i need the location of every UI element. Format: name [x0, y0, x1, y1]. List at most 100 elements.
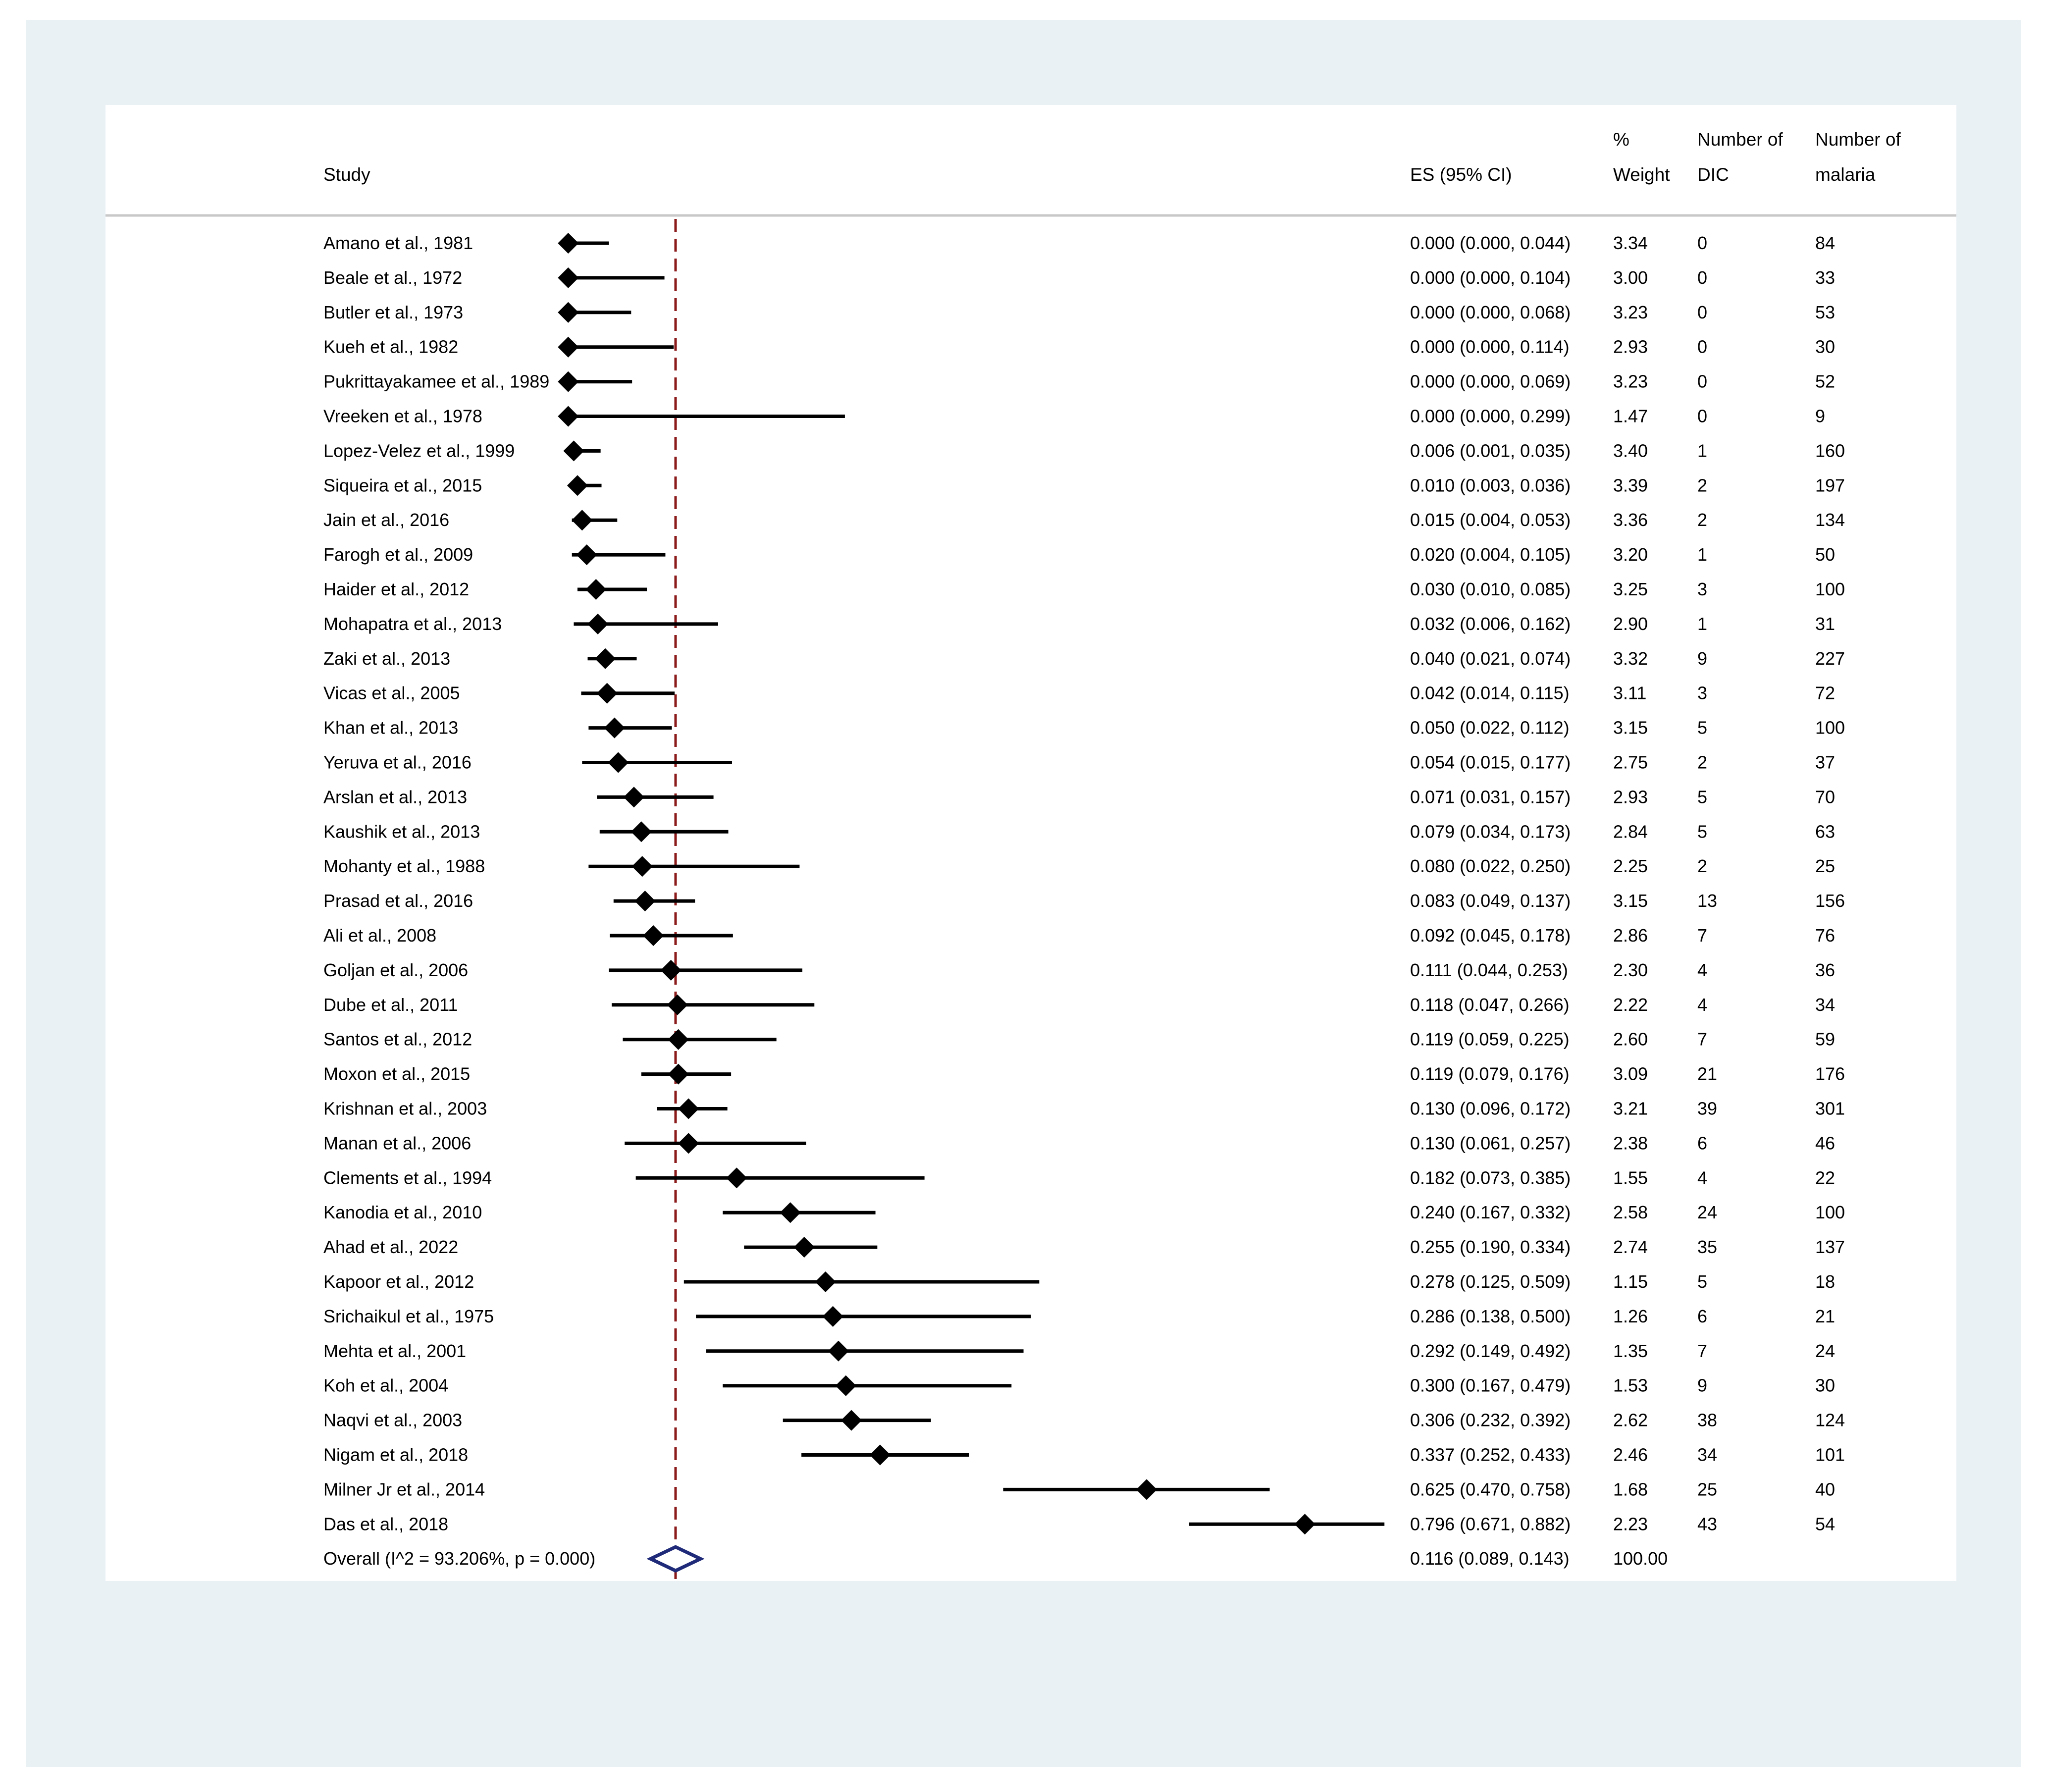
study-row: Koh et al., 2004 0.300 (0.167, 0.479) 1.53…	[323, 1375, 1835, 1396]
study-label: Beale et al., 1972	[323, 267, 462, 288]
effect-size-ci: 0.015 (0.004, 0.053)	[1410, 510, 1571, 530]
effect-size-ci: 0.255 (0.190, 0.334)	[1410, 1237, 1571, 1257]
weight-value: 2.25	[1613, 856, 1648, 876]
malaria-count: 76	[1815, 925, 1835, 946]
point-estimate-marker	[660, 959, 682, 981]
malaria-count: 160	[1815, 440, 1845, 461]
study-row: Vreeken et al., 1978 0.000 (0.000, 0.299)…	[323, 406, 1825, 427]
dic-count: 0	[1697, 337, 1707, 357]
study-label: Mohapatra et al., 2013	[323, 614, 502, 634]
weight-value: 3.23	[1613, 302, 1648, 322]
study-row: Khan et al., 2013 0.050 (0.022, 0.112) 3.1…	[323, 717, 1845, 738]
overall-effect-size: 0.116 (0.089, 0.143)	[1410, 1548, 1570, 1569]
study-label: Kueh et al., 1982	[323, 337, 458, 357]
point-estimate-marker	[1294, 1514, 1315, 1535]
weight-value: 2.30	[1613, 960, 1648, 980]
dic-count: 7	[1697, 925, 1707, 946]
weight-value: 3.32	[1613, 648, 1648, 669]
point-estimate-marker	[572, 510, 593, 531]
dic-count: 1	[1697, 440, 1707, 461]
point-estimate-marker	[668, 1029, 689, 1050]
dic-count: 43	[1697, 1514, 1717, 1534]
weight-value: 2.75	[1613, 752, 1648, 773]
weight-value: 2.84	[1613, 821, 1648, 842]
study-label: Jain et al., 2016	[323, 510, 449, 530]
malaria-count: 124	[1815, 1410, 1845, 1430]
effect-size-ci: 0.000 (0.000, 0.068)	[1410, 302, 1571, 322]
study-row: Haider et al., 2012 0.030 (0.010, 0.085) 3…	[323, 579, 1845, 600]
overall-diamond	[646, 1545, 705, 1573]
point-estimate-marker	[563, 440, 584, 462]
weight-value: 2.23	[1613, 1514, 1648, 1534]
effect-size-ci: 0.000 (0.000, 0.069)	[1410, 371, 1571, 392]
effect-size-ci: 0.111 (0.044, 0.253)	[1410, 960, 1568, 980]
dic-count: 2	[1697, 752, 1707, 773]
effect-size-ci: 0.042 (0.014, 0.115)	[1410, 683, 1570, 703]
study-row: Dube et al., 2011 0.118 (0.047, 0.266) 2.2…	[323, 994, 1835, 1015]
point-estimate-marker	[558, 267, 579, 288]
point-estimate-marker	[630, 821, 652, 843]
header-weight-line2: Weight	[1613, 164, 1670, 185]
effect-size-ci: 0.000 (0.000, 0.114)	[1410, 337, 1570, 357]
study-row: Amano et al., 1981 0.000 (0.000, 0.044) 3.…	[323, 233, 1835, 254]
study-row: Milner Jr et al., 2014 0.625 (0.470, 0.75…	[323, 1479, 1835, 1500]
point-estimate-marker	[587, 613, 609, 634]
study-label: Goljan et al., 2006	[323, 960, 468, 980]
malaria-count: 33	[1815, 267, 1835, 288]
study-label: Yeruva et al., 2016	[323, 752, 472, 773]
study-label: Clements et al., 1994	[323, 1167, 492, 1188]
study-row: Manan et al., 2006 0.130 (0.061, 0.257) 2.…	[323, 1133, 1835, 1154]
study-row: Srichaikul et al., 1975 0.286 (0.138, 0.5…	[323, 1306, 1835, 1327]
malaria-count: 227	[1815, 648, 1845, 669]
study-row: Farogh et al., 2009 0.020 (0.004, 0.105) 3…	[323, 544, 1835, 566]
study-row: Clements et al., 1994 0.182 (0.073, 0.385…	[323, 1167, 1835, 1189]
dic-count: 13	[1697, 891, 1717, 911]
point-estimate-marker	[726, 1167, 747, 1189]
weight-value: 3.15	[1613, 718, 1648, 738]
study-label: Zaki et al., 2013	[323, 648, 450, 669]
malaria-count: 100	[1815, 1202, 1845, 1222]
point-estimate-marker	[576, 544, 597, 566]
weight-value: 1.55	[1613, 1167, 1648, 1188]
malaria-count: 301	[1815, 1099, 1845, 1119]
weight-value: 2.86	[1613, 925, 1648, 946]
point-estimate-marker	[835, 1375, 856, 1396]
study-row: Kaushik et al., 2013 0.079 (0.034, 0.173)…	[323, 821, 1835, 843]
malaria-count: 72	[1815, 683, 1835, 703]
effect-size-ci: 0.006 (0.001, 0.035)	[1410, 440, 1571, 461]
point-estimate-marker	[678, 1098, 699, 1119]
dic-count: 0	[1697, 267, 1707, 288]
malaria-count: 100	[1815, 579, 1845, 599]
study-label: Lopez-Velez et al., 1999	[323, 440, 515, 461]
point-estimate-marker	[558, 406, 579, 427]
study-row: Pukrittayakamee et al., 1989 0.000 (0.000…	[323, 371, 1835, 392]
effect-size-ci: 0.300 (0.167, 0.479)	[1410, 1375, 1571, 1396]
point-estimate-marker	[558, 233, 579, 254]
weight-value: 3.20	[1613, 544, 1648, 565]
study-label: Ali et al., 2008	[323, 925, 436, 946]
study-row: Nigam et al., 2018 0.337 (0.252, 0.433) 2.…	[323, 1444, 1845, 1466]
malaria-count: 22	[1815, 1167, 1835, 1188]
malaria-count: 24	[1815, 1341, 1835, 1361]
study-label: Santos et al., 2012	[323, 1029, 472, 1050]
study-row: Kapoor et al., 2012 0.278 (0.125, 0.509) 1…	[323, 1271, 1835, 1292]
dic-count: 6	[1697, 1133, 1707, 1153]
effect-size-ci: 0.130 (0.096, 0.172)	[1410, 1099, 1571, 1119]
dic-count: 21	[1697, 1064, 1717, 1084]
study-rows: Amano et al., 1981 0.000 (0.000, 0.044) 3.…	[323, 233, 1845, 1573]
dic-count: 0	[1697, 233, 1707, 253]
point-estimate-marker	[623, 787, 644, 808]
weight-value: 3.15	[1613, 891, 1648, 911]
dic-count: 2	[1697, 856, 1707, 876]
malaria-count: 34	[1815, 995, 1835, 1015]
malaria-count: 37	[1815, 752, 1835, 773]
effect-size-ci: 0.080 (0.022, 0.250)	[1410, 856, 1571, 876]
header-dic-line1: Number of	[1697, 129, 1783, 150]
dic-count: 6	[1697, 1306, 1707, 1326]
point-estimate-marker	[631, 856, 653, 877]
study-label: Vicas et al., 2005	[323, 683, 460, 703]
header-malaria-line1: Number of	[1815, 129, 1901, 150]
weight-value: 3.40	[1613, 440, 1648, 461]
weight-value: 2.38	[1613, 1133, 1648, 1153]
dic-count: 0	[1697, 406, 1707, 426]
